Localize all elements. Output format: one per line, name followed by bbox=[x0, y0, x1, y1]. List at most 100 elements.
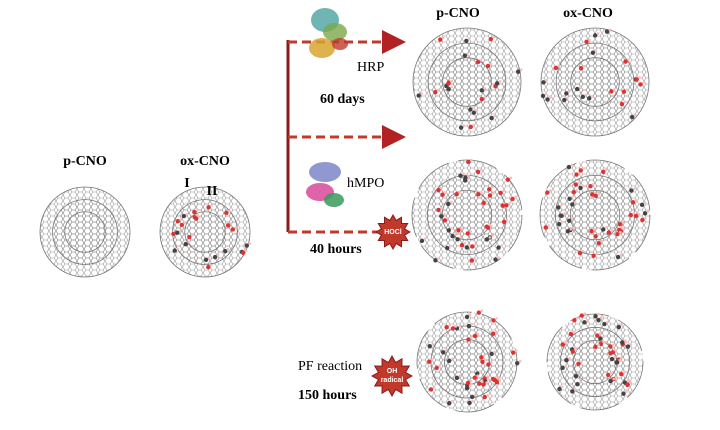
atom bbox=[489, 224, 493, 228]
atom bbox=[608, 28, 612, 31]
column-header: ox-CNO bbox=[563, 6, 613, 21]
atom bbox=[600, 239, 604, 243]
atom bbox=[450, 80, 453, 83]
atom bbox=[590, 95, 594, 98]
atom bbox=[601, 169, 606, 175]
atom bbox=[181, 213, 187, 219]
oxidant: HOCl bbox=[384, 229, 402, 236]
atom bbox=[623, 339, 627, 342]
atom bbox=[549, 96, 552, 99]
oxidant: OH bbox=[387, 368, 398, 375]
atom bbox=[623, 59, 628, 64]
atom bbox=[454, 192, 459, 197]
reaction: PF reaction bbox=[298, 359, 362, 374]
cno bbox=[540, 27, 650, 137]
duration: 40 hours bbox=[310, 242, 362, 257]
atom bbox=[578, 66, 584, 71]
atom bbox=[593, 227, 596, 231]
atom bbox=[566, 96, 569, 100]
atom bbox=[225, 223, 231, 228]
atom bbox=[577, 250, 583, 256]
atom bbox=[572, 330, 576, 334]
atom bbox=[450, 226, 454, 230]
atom bbox=[583, 312, 587, 315]
atom bbox=[474, 243, 477, 246]
atom bbox=[485, 63, 491, 69]
atom bbox=[468, 107, 473, 112]
shell bbox=[64, 211, 106, 253]
atom bbox=[602, 340, 606, 344]
atom bbox=[632, 211, 636, 215]
atom bbox=[582, 320, 587, 325]
atom bbox=[629, 343, 633, 346]
atom bbox=[465, 380, 471, 386]
atom bbox=[621, 221, 625, 224]
atom bbox=[446, 81, 451, 86]
atom bbox=[547, 224, 551, 227]
atom bbox=[493, 257, 498, 262]
atom bbox=[175, 230, 180, 235]
atom bbox=[619, 371, 624, 377]
atom bbox=[598, 336, 603, 341]
atom bbox=[597, 312, 600, 316]
atom bbox=[434, 365, 439, 371]
atom bbox=[545, 190, 550, 195]
atom bbox=[468, 124, 473, 130]
atom bbox=[597, 343, 600, 347]
atom bbox=[440, 192, 445, 197]
atom bbox=[593, 314, 598, 319]
atom bbox=[575, 382, 580, 387]
atom bbox=[625, 88, 629, 92]
duration: 150 hours bbox=[298, 388, 357, 403]
atom bbox=[484, 358, 487, 362]
atom bbox=[486, 362, 491, 367]
atom bbox=[609, 356, 615, 362]
atom bbox=[575, 188, 579, 192]
atom bbox=[230, 227, 236, 232]
atom bbox=[446, 86, 451, 92]
atom bbox=[207, 256, 211, 260]
atom bbox=[203, 257, 209, 263]
atom bbox=[481, 380, 484, 383]
atom bbox=[479, 168, 483, 172]
atom bbox=[615, 254, 621, 260]
atom bbox=[487, 193, 493, 198]
atom bbox=[466, 337, 471, 342]
atom bbox=[463, 241, 467, 245]
atom bbox=[574, 86, 580, 92]
atom bbox=[493, 114, 496, 118]
atom bbox=[448, 323, 451, 327]
atom bbox=[625, 382, 630, 388]
duration: 60 days bbox=[320, 92, 365, 107]
atom bbox=[479, 370, 482, 373]
atom bbox=[485, 381, 488, 384]
atom bbox=[570, 202, 575, 207]
atom bbox=[464, 38, 469, 44]
atom bbox=[442, 218, 448, 223]
atom bbox=[556, 221, 562, 227]
atom bbox=[448, 244, 452, 248]
shell bbox=[442, 57, 492, 107]
atom bbox=[570, 217, 574, 221]
atom bbox=[476, 332, 480, 336]
atom bbox=[472, 333, 478, 339]
atom bbox=[443, 212, 446, 216]
atom bbox=[621, 89, 627, 94]
atom bbox=[519, 68, 523, 71]
atom bbox=[580, 94, 586, 100]
atom bbox=[557, 64, 561, 68]
atom bbox=[593, 191, 597, 194]
cno bbox=[39, 186, 131, 278]
atom bbox=[458, 190, 462, 194]
atom bbox=[643, 201, 647, 205]
atom bbox=[464, 245, 470, 250]
atom bbox=[638, 76, 642, 79]
atom bbox=[620, 323, 624, 327]
atom bbox=[185, 212, 189, 216]
atom bbox=[471, 399, 474, 403]
atom bbox=[613, 88, 616, 91]
atom bbox=[454, 375, 460, 381]
atom bbox=[509, 176, 513, 180]
atom bbox=[470, 244, 475, 249]
atom bbox=[601, 227, 606, 232]
